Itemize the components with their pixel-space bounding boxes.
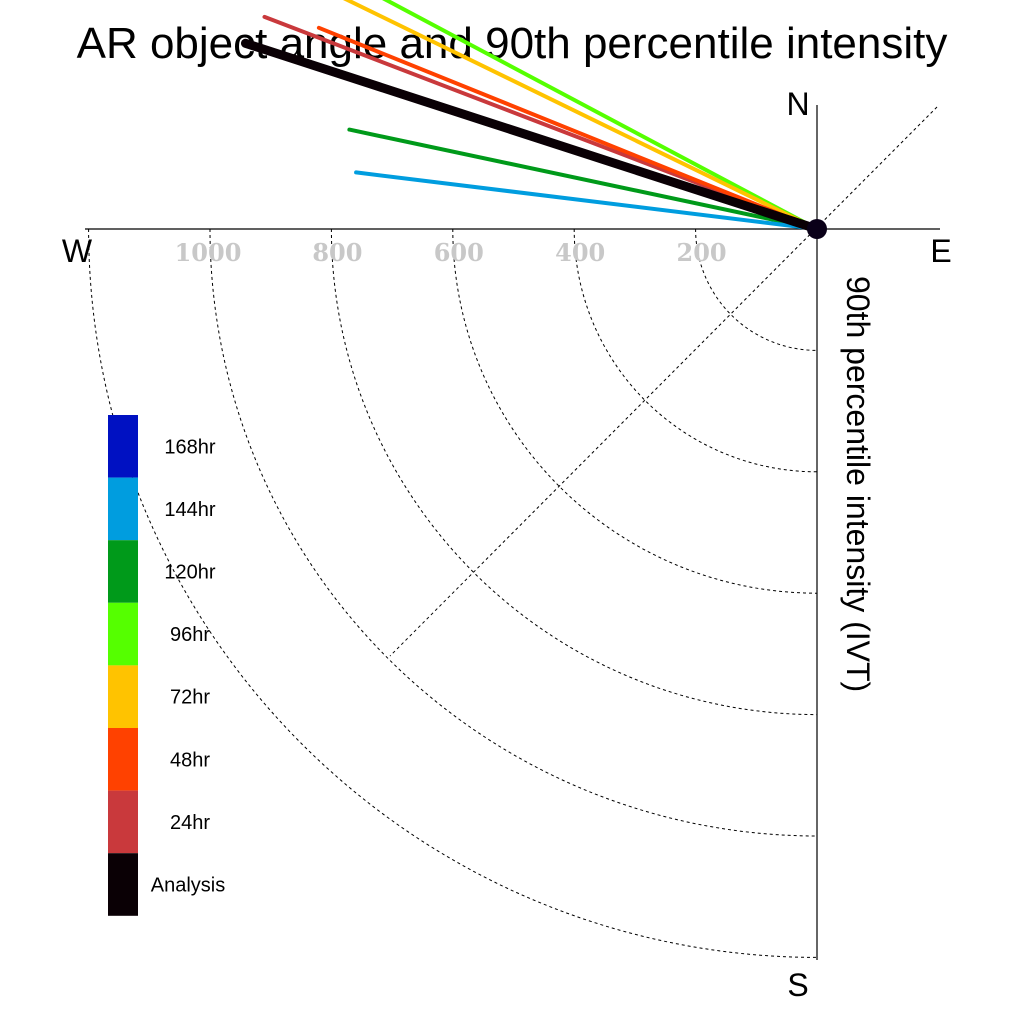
series-line-96hr bbox=[382, 0, 819, 231]
grid-arc-1000 bbox=[209, 228, 818, 837]
grid-arc-400 bbox=[573, 228, 818, 473]
compass-south: S bbox=[787, 967, 808, 1003]
legend-swatch-24hr bbox=[108, 790, 138, 854]
compass-east: E bbox=[930, 233, 951, 269]
radial-tick-label-800: 800 bbox=[312, 238, 362, 267]
series-line-48hr bbox=[316, 25, 819, 231]
legend-label-analysis: Analysis bbox=[151, 875, 225, 897]
y-axis-label: 90th percentile intensity (IVT) bbox=[840, 276, 876, 692]
radial-tick-label-200: 200 bbox=[677, 238, 727, 267]
radial-tick-label-1000: 1000 bbox=[175, 238, 242, 267]
legend: 168hr 144hr 120hr 96hr 72hr 48hr 24hr Analysis bbox=[108, 415, 225, 916]
radial-grid bbox=[88, 228, 818, 958]
grid-arc-600 bbox=[452, 228, 818, 594]
legend-label-72hr: 72hr bbox=[170, 687, 210, 709]
legend-label-120hr: 120hr bbox=[164, 562, 215, 584]
grid-arc-outer bbox=[88, 228, 818, 958]
legend-swatch-96hr bbox=[108, 602, 138, 666]
origin-marker bbox=[807, 219, 827, 239]
legend-swatch-168hr bbox=[108, 415, 138, 478]
legend-label-168hr: 168hr bbox=[164, 436, 215, 458]
series-line-144hr bbox=[354, 170, 819, 231]
legend-label-96hr: 96hr bbox=[170, 624, 210, 646]
series-lines bbox=[241, 0, 822, 234]
series-line-analysis bbox=[241, 38, 822, 234]
legend-label-144hr: 144hr bbox=[164, 499, 215, 521]
legend-swatch-analysis bbox=[108, 853, 138, 916]
legend-swatch-144hr bbox=[108, 477, 138, 541]
legend-label-24hr: 24hr bbox=[170, 812, 210, 834]
radial-tick-label-600: 600 bbox=[434, 238, 484, 267]
compass-north: N bbox=[786, 86, 809, 122]
series-line-120hr bbox=[347, 127, 819, 231]
chart-title: AR object angle and 90th percentile inte… bbox=[77, 19, 948, 68]
legend-swatch-48hr bbox=[108, 728, 138, 791]
compass-west: W bbox=[62, 233, 93, 269]
radial-tick-labels: 200 400 600 800 1000 bbox=[175, 238, 727, 267]
radial-tick-label-400: 400 bbox=[555, 238, 605, 267]
grid-arc-800 bbox=[330, 228, 818, 716]
legend-swatch-72hr bbox=[108, 665, 138, 728]
grid-arc-200 bbox=[695, 228, 818, 351]
series-line-72hr bbox=[342, 0, 819, 231]
legend-swatch-120hr bbox=[108, 540, 138, 603]
legend-label-48hr: 48hr bbox=[170, 749, 210, 771]
